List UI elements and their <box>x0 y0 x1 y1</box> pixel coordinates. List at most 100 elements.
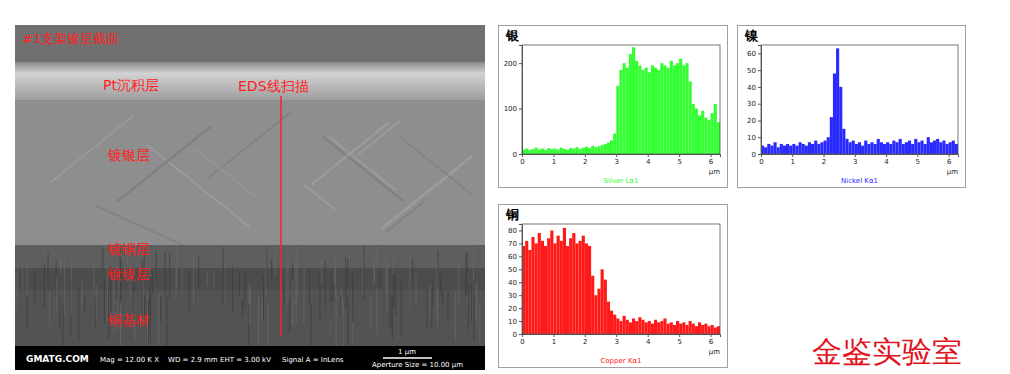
y-tick: 70 <box>508 240 522 248</box>
texture <box>474 293 475 340</box>
bar <box>553 243 556 334</box>
x-tick: 5 <box>677 154 681 166</box>
texture <box>309 269 310 303</box>
bar <box>827 137 830 154</box>
x-tick: 3 <box>615 154 619 166</box>
bar <box>714 328 717 334</box>
bar <box>623 316 626 334</box>
texture <box>207 111 292 179</box>
y-axis-line <box>758 46 762 155</box>
bar <box>604 144 607 154</box>
texture <box>296 247 297 278</box>
bar <box>585 243 588 334</box>
y-tick-mark <box>519 154 522 155</box>
texture <box>223 247 224 305</box>
texture <box>392 295 393 338</box>
texture <box>393 256 394 274</box>
bar <box>651 324 654 334</box>
texture <box>329 301 330 334</box>
bar <box>582 148 585 154</box>
bar <box>836 48 839 154</box>
bar <box>933 141 936 154</box>
bar <box>811 144 814 154</box>
bar <box>553 149 556 154</box>
series-name: Silver Lα1 <box>604 177 639 185</box>
texture <box>27 296 28 330</box>
x-tick-label: 1 <box>552 338 556 346</box>
texture <box>78 285 79 341</box>
x-tick-label: 5 <box>916 158 920 166</box>
texture <box>244 272 245 308</box>
bar <box>560 241 563 334</box>
texture <box>458 258 459 302</box>
y-tick-mark <box>519 295 522 296</box>
bar <box>886 142 889 154</box>
texture <box>169 252 170 297</box>
x-tick-mark <box>855 154 856 157</box>
texture <box>373 263 374 285</box>
x-tick-label: 2 <box>822 158 826 166</box>
texture <box>193 258 194 306</box>
texture <box>476 283 477 319</box>
bar <box>889 144 892 154</box>
bar <box>920 141 923 154</box>
texture <box>376 247 377 268</box>
bar <box>663 65 666 154</box>
texture <box>330 274 331 319</box>
layer-label: 铜基材 <box>107 312 150 328</box>
bar <box>685 63 688 154</box>
bar <box>692 324 695 334</box>
x-tick-mark <box>585 154 586 157</box>
y-tick: 20 <box>508 305 522 313</box>
bar <box>575 243 578 334</box>
texture <box>44 265 45 308</box>
bar <box>591 276 594 334</box>
texture <box>364 246 365 301</box>
texture <box>430 284 431 315</box>
bar <box>676 321 679 334</box>
x-tick-label: 1 <box>791 158 795 166</box>
bar <box>645 68 648 154</box>
x-tick-label: 2 <box>583 338 587 346</box>
bar <box>544 246 547 334</box>
x-tick: 1 <box>552 334 556 346</box>
bar <box>563 149 566 154</box>
texture <box>150 294 151 342</box>
bar <box>663 318 666 334</box>
bar <box>582 236 585 334</box>
y-tick-label: 20 <box>508 305 517 313</box>
texture <box>442 290 443 306</box>
texture <box>292 279 293 324</box>
texture <box>71 254 72 314</box>
bar <box>566 150 569 154</box>
texture <box>271 259 272 279</box>
bar <box>861 146 864 154</box>
y-axis: 01020304050607080 <box>508 225 522 339</box>
bar <box>770 146 773 154</box>
y-tick-label: 30 <box>508 292 517 300</box>
texture <box>22 261 23 290</box>
texture <box>471 285 472 321</box>
bar <box>955 144 958 154</box>
texture <box>117 126 211 201</box>
bar <box>569 238 572 334</box>
texture <box>250 286 251 325</box>
texture <box>303 269 304 324</box>
bar <box>610 311 613 334</box>
texture <box>297 256 298 299</box>
bar <box>814 141 817 154</box>
bar <box>858 142 861 154</box>
x-tick-mark <box>886 154 887 157</box>
texture <box>327 135 396 190</box>
texture <box>160 297 161 323</box>
chart-title: 铜 <box>505 207 519 222</box>
texture <box>213 271 214 289</box>
texture <box>341 286 342 313</box>
bar <box>670 322 673 334</box>
x-tick-mark <box>553 154 554 157</box>
bar <box>629 54 632 154</box>
y-tick-label: 40 <box>747 84 756 92</box>
bar <box>839 87 842 154</box>
eds-chart: 012345601020304050607080铜μmCopper Kα1 <box>499 205 728 368</box>
bar <box>679 324 682 334</box>
